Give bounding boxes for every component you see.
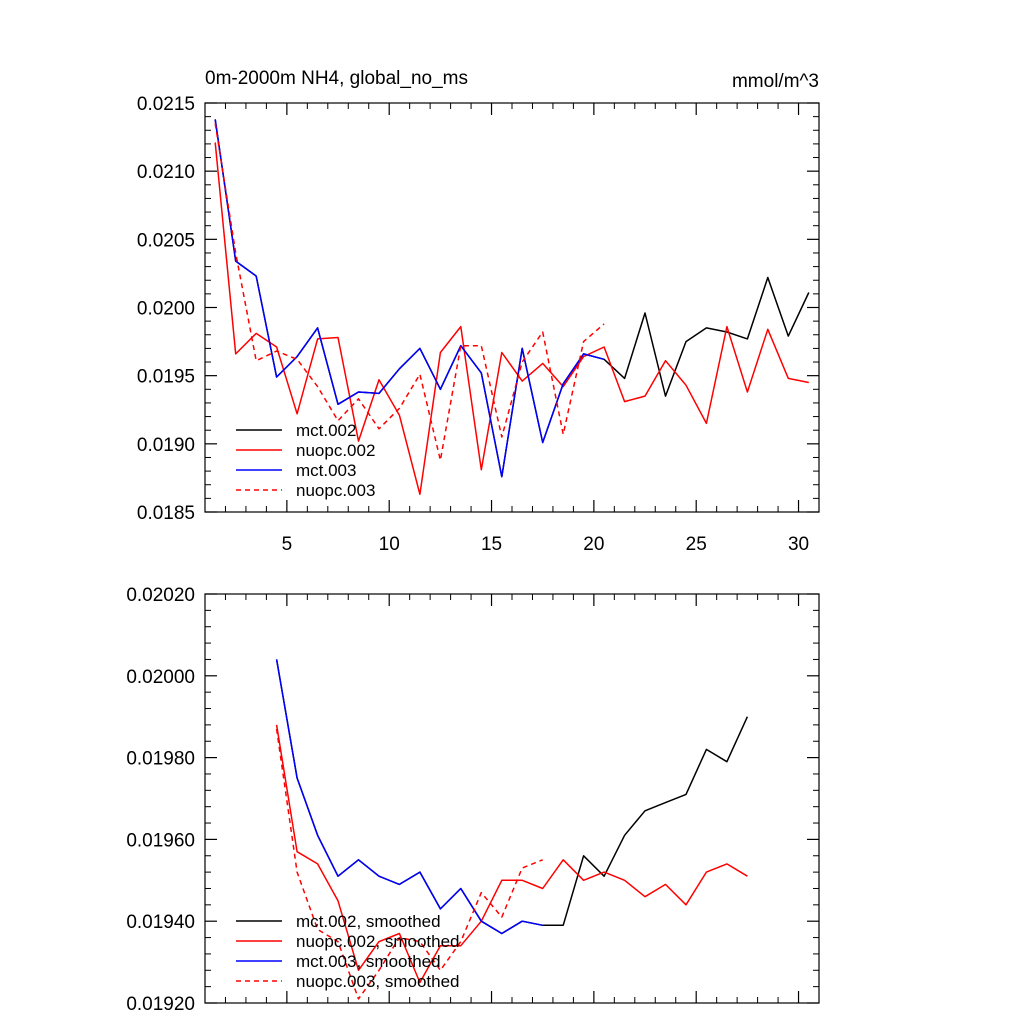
top-series-lines bbox=[214, 119, 810, 496]
legend-label: nuopc.002, smoothed bbox=[296, 932, 460, 951]
bottom-ticks bbox=[204, 593, 820, 1004]
x-tick-label: 25 bbox=[686, 534, 707, 555]
x-tick-label: 5 bbox=[282, 534, 293, 555]
y-tick-label: 0.02000 bbox=[126, 667, 195, 688]
top-panel: 0.0185 0.0190 0.0195 0.0200 0.0205 0.0210 0.02… bbox=[137, 68, 820, 555]
top-ticks bbox=[204, 102, 820, 513]
bottom-panel: 0.01920 0.01940 0.01960 0.01980 0.02000 0.020… bbox=[126, 585, 820, 1015]
y-tick-label: 0.0215 bbox=[137, 94, 195, 115]
series-line-nuopc-002-smoothed bbox=[275, 724, 748, 984]
legend-label: mct.002 bbox=[296, 421, 356, 440]
bottom-y-tick-labels: 0.01920 0.01940 0.01960 0.01980 0.02000 0.020… bbox=[126, 585, 195, 1015]
series-line-nuopc-003-smoothed bbox=[275, 728, 543, 1000]
y-tick-label: 0.02020 bbox=[126, 585, 195, 606]
y-tick-label: 0.01960 bbox=[126, 830, 195, 851]
top-y-tick-labels: 0.0185 0.0190 0.0195 0.0200 0.0205 0.0210 0.02… bbox=[137, 94, 195, 524]
y-tick-label: 0.0185 bbox=[137, 503, 195, 524]
y-tick-label: 0.0195 bbox=[137, 367, 195, 388]
bottom-series-lines bbox=[275, 659, 749, 1000]
y-tick-label: 0.0200 bbox=[137, 299, 195, 320]
legend-label: nuopc.002 bbox=[296, 441, 375, 460]
x-tick-label: 15 bbox=[481, 534, 502, 555]
top-chart-title: 0m-2000m NH4, global_no_ms bbox=[205, 68, 468, 89]
y-tick-label: 0.01940 bbox=[126, 912, 195, 933]
legend-label: nuopc.003 bbox=[296, 481, 375, 500]
y-tick-label: 0.01980 bbox=[126, 749, 195, 770]
series-line-mct-003 bbox=[214, 119, 605, 478]
legend-label: mct.002, smoothed bbox=[296, 912, 441, 931]
legend-label: mct.003 bbox=[296, 461, 356, 480]
series-line-mct-003-smoothed bbox=[275, 659, 543, 935]
y-tick-label: 0.0190 bbox=[137, 435, 195, 456]
y-tick-label: 0.0205 bbox=[137, 230, 195, 251]
legend-label: nuopc.003, smoothed bbox=[296, 972, 460, 991]
legend-label: mct.003, smoothed bbox=[296, 952, 441, 971]
top-x-tick-labels: 5 10 15 20 25 30 bbox=[282, 534, 810, 555]
x-tick-label: 20 bbox=[583, 534, 604, 555]
series-line-nuopc-002 bbox=[214, 142, 809, 496]
y-tick-label: 0.01920 bbox=[126, 994, 195, 1015]
x-tick-label: 30 bbox=[788, 534, 809, 555]
series-line-mct-002-smoothed bbox=[275, 659, 749, 935]
x-tick-label: 10 bbox=[379, 534, 400, 555]
y-tick-label: 0.0210 bbox=[137, 162, 195, 183]
series-line-nuopc-003 bbox=[214, 123, 605, 461]
top-chart-units: mmol/m^3 bbox=[732, 71, 819, 92]
